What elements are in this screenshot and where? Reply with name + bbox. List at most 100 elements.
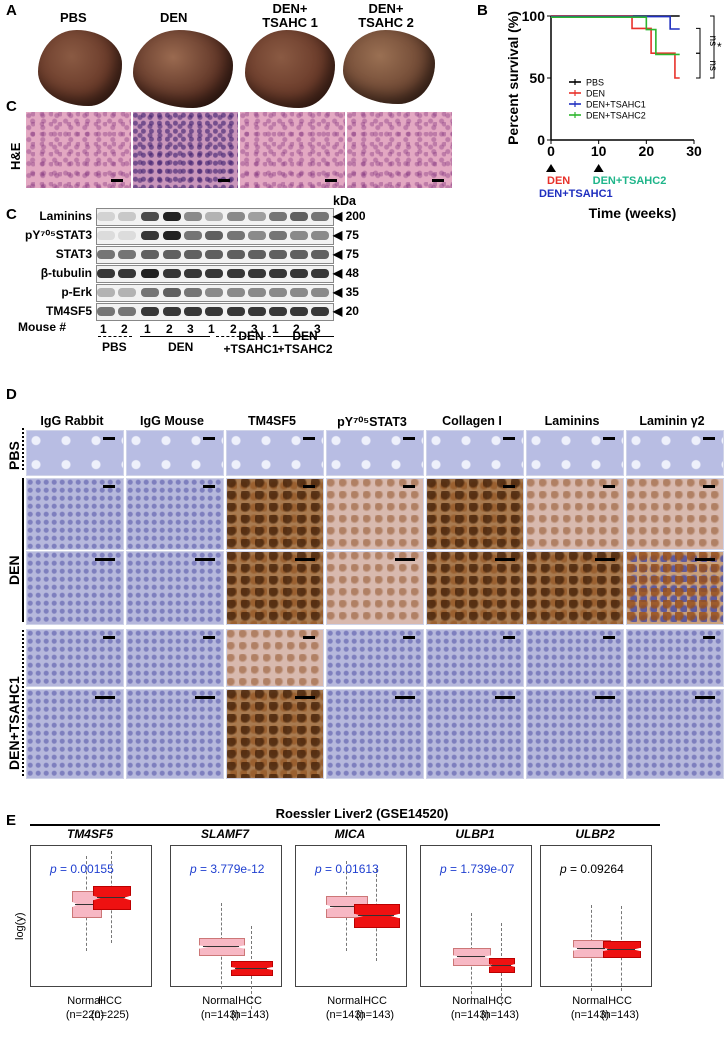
x-tick-label: 10 [591,143,607,159]
he-image-den [133,112,238,188]
blot-band [205,269,223,278]
panel-e-ylabel: log(y) [14,912,26,940]
scale-bar [495,696,515,699]
gene-title: ULBP1 [455,827,495,841]
survival-chart: 0 50 100 0 10 20 30 Percent survival (%) Time (w… [505,8,722,221]
blot-strip [96,284,334,302]
p-value: p = 0.00155 [50,862,114,876]
ihc-image [326,689,424,779]
ihc-image [626,478,724,550]
blot-band [163,307,181,316]
group-label-tsahc2: DEN+ TSAHC 2 [358,1,414,30]
series-line-DEN+TSAHC1 [551,15,680,30]
mouse-number: 1 [272,322,279,336]
x-label: Normal (n=143) [570,995,610,1021]
mouse-number: 1 [144,322,151,336]
scale-bar [403,485,415,488]
blot-band [97,250,115,259]
blot-band [184,269,202,278]
blot-band [269,288,287,297]
median-line [491,964,511,966]
y-tick-label: 0 [537,132,545,148]
p-value: p = 0.01613 [315,862,379,876]
blot-group-tsahc1: DEN +TSAHC1 [223,329,279,356]
scale-bar [703,437,715,440]
box-hcc [489,958,515,973]
blot-band [248,269,266,278]
ihc-image [526,478,624,550]
scale-bar [303,437,315,440]
blot-band [163,269,181,278]
boxplot-panel [170,845,282,1009]
series-line-DEN [551,15,680,79]
kda-marker: ◀ 48 [333,266,359,280]
he-row-label: H&E [8,142,23,170]
median-line [456,956,486,957]
scale-bar [403,437,415,440]
ihc-image [26,430,124,476]
blot-band [141,250,159,259]
liver-image-tsahc1 [245,30,335,108]
scale-bar [203,485,215,488]
blot-band [163,288,181,297]
blot-band [141,212,159,221]
arrow-label: DEN+TSAHC1 [539,188,613,200]
ihc-image [426,478,524,550]
ihc-column-header: Laminin γ2 [639,414,705,428]
blot-band [141,269,159,278]
blot-band [269,250,287,259]
x-label: Normal (n=143) [450,995,490,1021]
blot-group-tsahc2: DEN +TSAHC2 [277,329,333,356]
scale-bar [595,558,615,561]
mouse-number: 2 [293,322,300,336]
blot-band [227,307,245,316]
blot-band [141,231,159,240]
legend-entry: DEN+TSAHC2 [586,111,646,121]
blot-band [269,269,287,278]
panel-label-c-blot: C [6,206,17,223]
scale-bar [95,696,115,699]
mouse-number-label: Mouse # [18,320,67,334]
blot-band [269,212,287,221]
ihc-column-header: TM4SF5 [248,414,296,428]
y-axis-label: Percent survival (%) [505,11,521,145]
panel-label-d: D [6,386,17,403]
blot-band [184,250,202,259]
blot-group-pbs: PBS [102,340,127,354]
gene-title: ULBP2 [575,827,615,841]
box-normal [453,948,491,966]
ihc-image [126,478,224,550]
scale-bar [695,696,715,699]
ihc-row-label-tsahc1: DEN+TSAHC1 [6,676,22,770]
liver-image-tsahc2 [343,30,435,104]
mouse-number: 2 [121,322,128,336]
ihc-image [626,551,724,625]
ihc-image [526,551,624,625]
blot-band [227,288,245,297]
blot-band [290,250,308,259]
ihc-image [526,430,624,476]
blot-band [205,212,223,221]
panel-label-e: E [6,812,17,829]
blot-band [118,288,136,297]
legend-entry: PBS [586,78,604,88]
kda-marker: ◀ 200 [333,209,366,223]
blot-band [311,307,329,316]
ihc-image [26,478,124,550]
blot-strip [96,227,334,245]
blot-band [227,212,245,221]
blot-band [269,231,287,240]
he-image-tsahc1 [240,112,345,188]
liver-image-pbs [38,30,122,106]
scale-bar [703,485,715,488]
scale-bar [495,558,515,561]
kda-marker: ◀ 75 [333,247,359,261]
y-tick-label: 50 [529,70,545,86]
scale-bar [403,636,415,639]
kda-marker: ◀ 20 [333,304,359,318]
box-hcc [603,941,641,958]
blot-band [248,231,266,240]
gene-title: MICA [334,827,366,841]
median-line [606,948,636,950]
median-line [203,946,239,947]
